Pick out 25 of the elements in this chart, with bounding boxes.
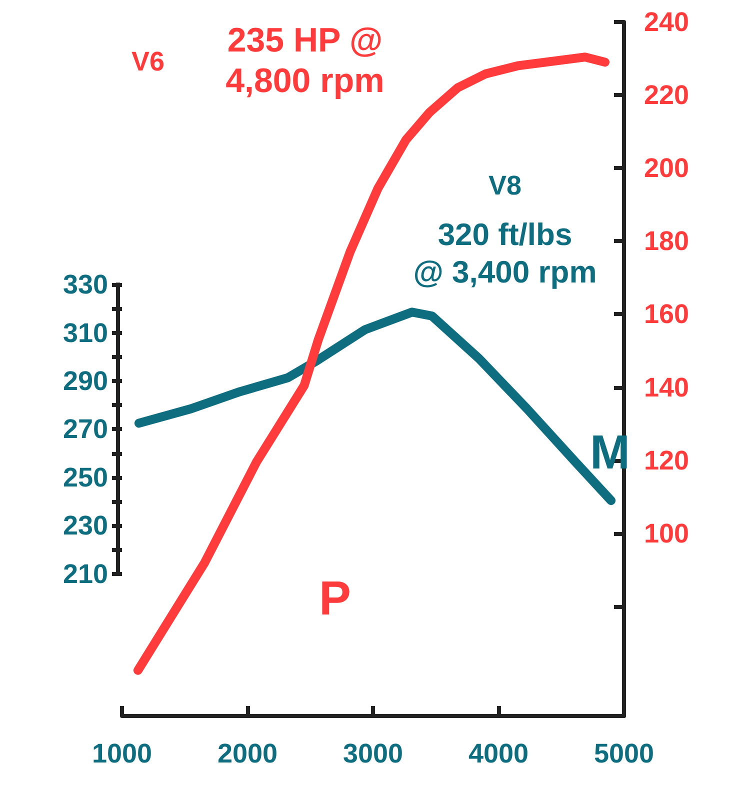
y2-tick-label: 240 <box>644 7 690 37</box>
y2-tick-label: 220 <box>644 80 690 110</box>
x-tick-label: 1000 <box>92 738 152 768</box>
annotation: 235 HP @ 4,800 rpm <box>226 21 384 100</box>
y-tick-label: 330 <box>62 270 108 300</box>
y-tick-label: 290 <box>62 366 108 396</box>
text: V6 <box>131 46 165 76</box>
x-tick-label: 3000 <box>342 738 404 768</box>
y-tick-label: 270 <box>62 414 108 444</box>
y-tick-label: 230 <box>62 510 108 541</box>
y-tick-label: 250 <box>62 462 108 492</box>
annotation: 320 ft/lbs @ 3,400 rpm <box>413 217 597 290</box>
x-tick-label: 5000 <box>594 738 654 768</box>
x-tick-label: 2000 <box>217 738 278 768</box>
x-tick-label: 4000 <box>468 738 529 768</box>
annotation: P <box>318 572 352 626</box>
y2-tick-label: 160 <box>644 299 690 330</box>
y2-tick-label: 120 <box>644 445 690 476</box>
text: V8 <box>488 170 522 200</box>
y2-tick-label: 100 <box>644 518 690 548</box>
y-tick-label: 310 <box>62 318 108 348</box>
y2-tick-label: 180 <box>644 226 690 256</box>
y2-tick-label: 200 <box>644 153 690 184</box>
y2-tick-label: 140 <box>644 372 690 402</box>
y-tick-label: 210 <box>62 558 108 589</box>
